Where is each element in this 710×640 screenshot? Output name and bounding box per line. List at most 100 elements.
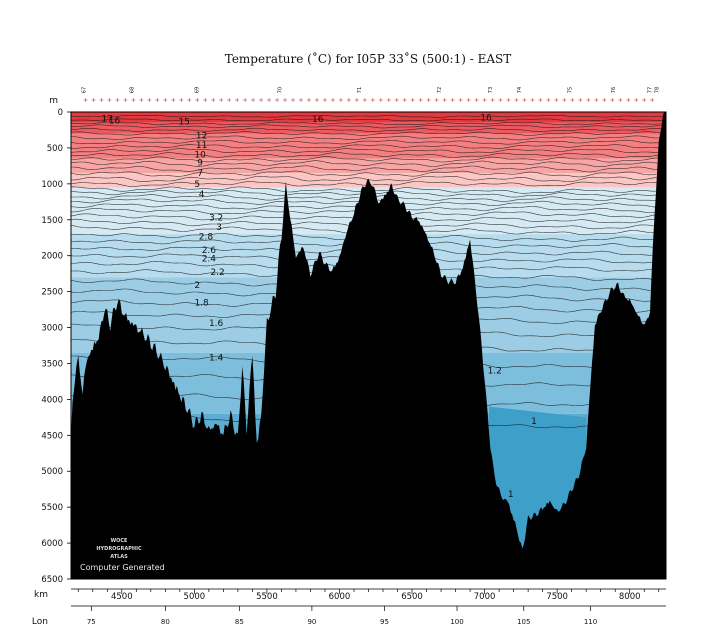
station-label: 68 [129,87,135,93]
seafloor [71,112,666,579]
contour-label: 3 [216,223,222,233]
y-tick-label: 2000 [41,252,63,262]
station-label: 74 [517,87,523,93]
km-tick-label: 5500 [256,592,278,602]
isotherm-line [71,170,666,178]
contour-label: 2 [194,281,200,291]
computer-generated-label: Computer Generated [80,563,165,572]
contour-label: 1.2 [488,367,502,377]
y-axis-label: m [49,96,58,106]
y-tick-label: 6000 [41,539,63,549]
y-tick-label: 3000 [41,324,63,334]
station-label: 77 [647,87,653,93]
y-tick-label: 4000 [41,395,63,405]
station-label: 76 [611,87,617,93]
isotherm-line [71,144,666,149]
station-markers: 67 68 69 70 71 72 73 74 75 76 77 78 [82,87,661,102]
contour-label: 5 [194,180,200,190]
lon-tick-label: 105 [517,618,530,626]
contour-label: 2.6 [202,246,217,256]
contour-label: 2.4 [202,255,217,265]
y-axis-ticks: 0 500 1000 1500 2000 2500 3000 3500 4000 4500 5000… [41,108,71,585]
isotherm-line [71,156,666,163]
station-label: 75 [568,87,574,93]
isotherm-line [71,160,666,167]
contour-label: 1.8 [194,298,209,308]
contour-label: 16 [480,114,492,124]
isotherm-line [71,124,666,129]
station-label: 67 [82,87,88,93]
contour-label: 16 [312,115,324,125]
watermark-atlas: ATLAS [110,554,128,560]
contour-label: 3.2 [209,214,223,224]
contour-label: 7 [197,169,203,179]
lon-tick-label: 100 [450,618,463,626]
ocean-bottom-topography [71,112,666,579]
y-tick-label: 5500 [41,503,63,513]
watermark-woce: WOCE [111,538,128,544]
x-axis-label: km [34,590,48,600]
temp-band-1 [71,122,666,134]
contour-label: 2.2 [210,268,224,278]
isotherm-line [71,118,665,122]
lon-tick-label: 75 [87,618,96,626]
isotherm-line [71,115,666,118]
isotherm-line [71,131,666,136]
km-tick-label: 8000 [619,592,641,602]
y-tick-label: 5000 [41,467,63,477]
contour-label: 10 [194,150,206,160]
plot-frame [70,111,667,580]
lon-tick-label: 80 [161,618,170,626]
watermark-hydrographic: HYDROGRAPHIC [96,546,142,552]
km-tick-label: 5000 [184,592,206,602]
isotherm-line [71,135,665,141]
isotherm-line [71,121,666,125]
lon-tick-label: 85 [235,618,244,626]
contour-label: 1.4 [209,354,224,364]
temp-band-0 [71,112,666,123]
y-tick-label: 1000 [41,180,63,190]
contour-label: 1.6 [209,319,224,329]
km-tick-label: 6000 [329,592,351,602]
lon-axis-ticks: 75 80 85 90 95 100 105 110 [71,605,666,626]
isotherm-line [71,152,666,158]
x-axis-ticks: 4500 5000 5500 6000 6500 7000 7500 8000 [71,588,666,602]
y-tick-label: 500 [47,144,63,154]
isotherm-line [71,165,666,173]
y-tick-label: 1500 [41,216,63,226]
station-label: 71 [357,87,363,93]
chart-title: Temperature (˚C) for I05P 33˚S (500:1) -… [225,51,512,66]
contour-label: 17 [102,114,113,124]
contour-label: 4 [199,190,205,200]
temp-band-2 [71,133,666,159]
km-tick-label: 4500 [111,592,133,602]
contour-label: 1 [508,490,514,500]
contour-label: 12 [196,132,207,142]
y-tick-label: 2500 [41,288,63,298]
km-tick-label: 7500 [546,592,568,602]
woce-watermark: WOCE HYDROGRAPHIC ATLAS Computer Generat… [80,538,165,572]
y-tick-label: 6500 [41,575,63,585]
contour-label: 2.8 [199,232,214,242]
temp-band-3 [71,158,666,174]
lon-tick-label: 110 [584,618,597,626]
y-tick-label: 4500 [41,431,63,441]
station-label: 78 [655,87,661,93]
y-tick-label: 3500 [41,359,63,369]
station-label: 72 [437,87,443,93]
station-label: 69 [195,87,201,93]
km-tick-label: 7000 [474,592,496,602]
y-tick-label: 0 [58,108,63,118]
lon-tick-label: 90 [307,618,316,626]
contour-label: 9 [197,158,203,168]
contour-label: 11 [196,141,207,151]
km-tick-label: 6500 [401,592,423,602]
isotherm-line [71,139,666,145]
isotherm-line [71,127,666,132]
lon-tick-label: 95 [380,618,389,626]
lon-axis-label: Lon [32,617,48,627]
isotherm-line [71,148,666,154]
contour-label: 1 [531,417,537,427]
